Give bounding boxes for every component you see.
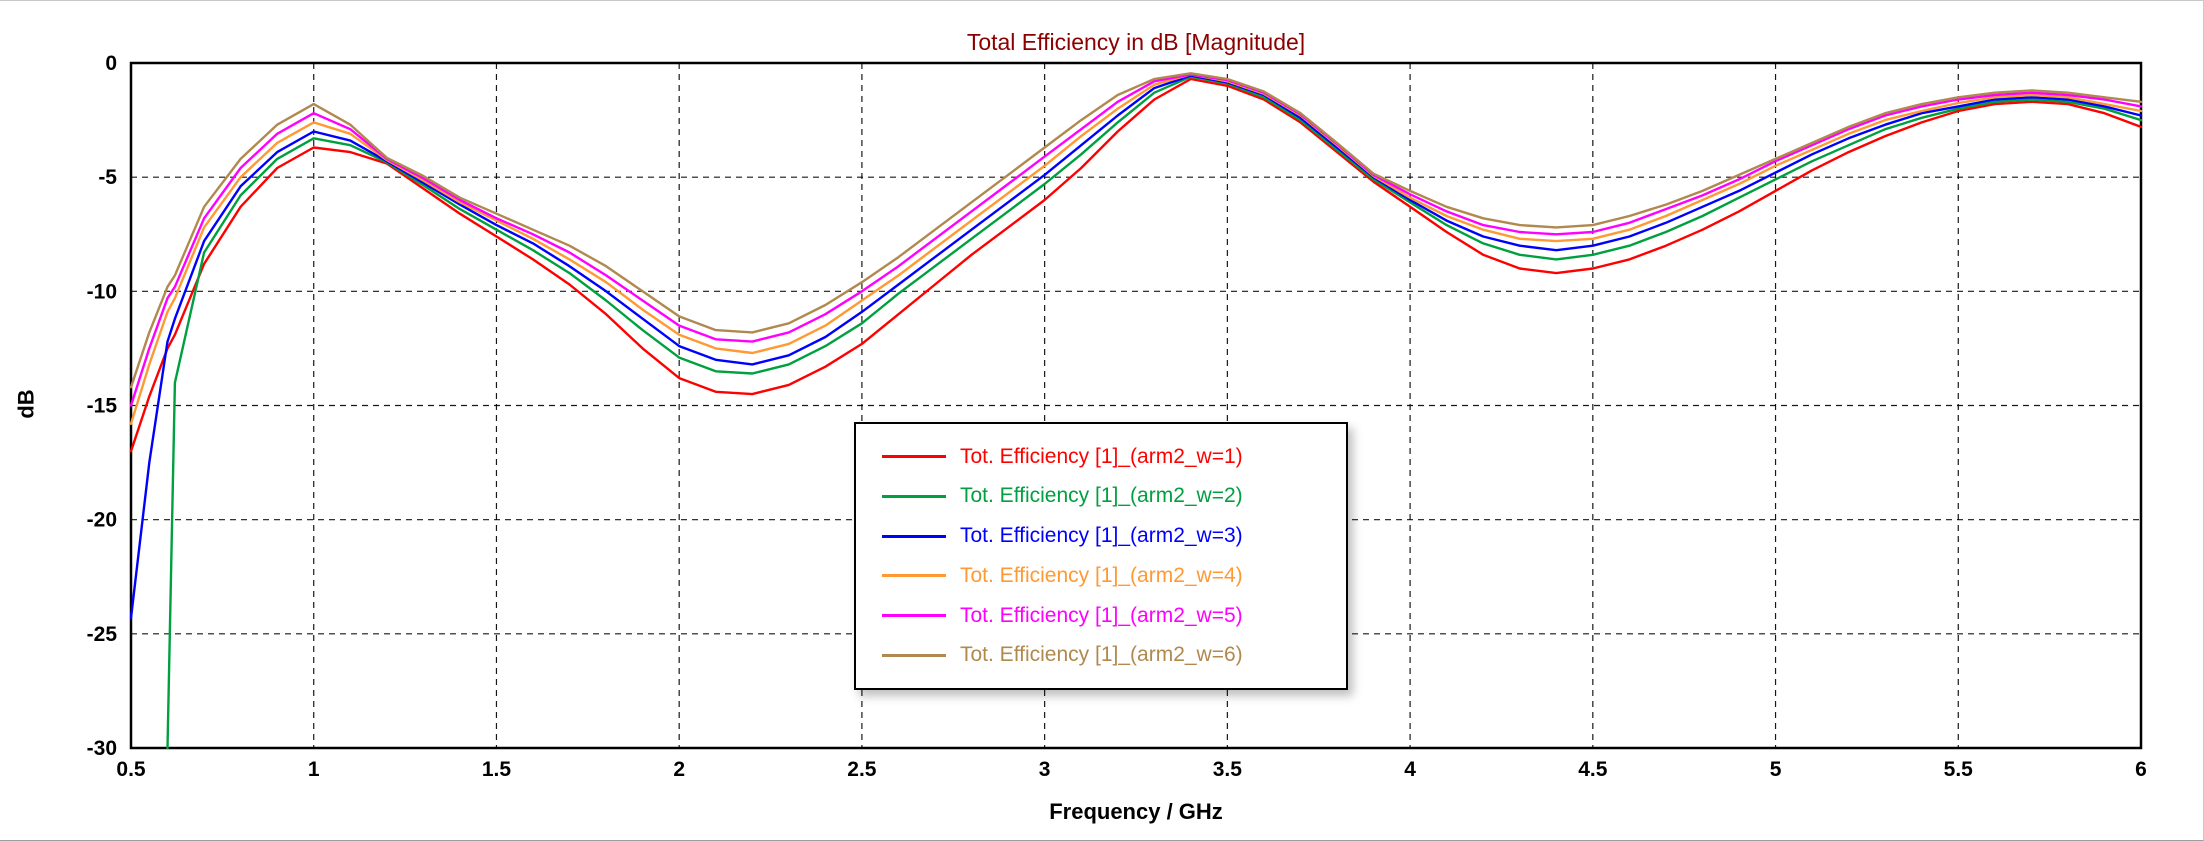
- x-tick-label: 3: [1039, 758, 1051, 781]
- series-curve-arm2-w1: [129, 77, 2143, 453]
- series-curve-arm2-w4: [129, 73, 2143, 425]
- x-tick-label: 6: [2135, 758, 2147, 781]
- legend-box[interactable]: Tot. Efficiency [1]_(arm2_w=1) Tot. Effic…: [854, 422, 1348, 690]
- x-tick-label: 2: [673, 758, 685, 781]
- x-tick-label: 3.5: [1213, 758, 1243, 781]
- x-tick-label: 5.5: [1944, 758, 1974, 781]
- chart-title: Total Efficiency in dB [Magnitude]: [966, 29, 1306, 55]
- y-tick-label: -25: [87, 623, 118, 646]
- legend-item[interactable]: Tot. Efficiency [1]_(arm2_w=5): [856, 604, 1346, 628]
- y-axis-label: dB: [13, 389, 39, 419]
- x-tick-label: 4: [1404, 758, 1416, 781]
- legend-item[interactable]: Tot. Efficiency [1]_(arm2_w=4): [856, 564, 1346, 588]
- legend-item[interactable]: Tot. Efficiency [1]_(arm2_w=1): [856, 445, 1346, 469]
- y-tick-label: -20: [87, 509, 117, 532]
- legend-label: Tot. Efficiency [1]_(arm2_w=6): [960, 643, 1243, 667]
- legend-line-sample: [882, 614, 946, 618]
- x-tick-label: 2.5: [847, 758, 877, 781]
- legend-label: Tot. Efficiency [1]_(arm2_w=4): [960, 563, 1243, 587]
- legend-item[interactable]: Tot. Efficiency [1]_(arm2_w=3): [856, 524, 1346, 548]
- legend-label: Tot. Efficiency [1]_(arm2_w=3): [960, 524, 1243, 548]
- y-tick-label: -15: [87, 395, 118, 418]
- y-tick-label: -5: [98, 166, 117, 189]
- legend-label: Tot. Efficiency [1]_(arm2_w=5): [960, 603, 1243, 627]
- x-tick-label: 5: [1770, 758, 1782, 781]
- x-tick-label: 1.5: [482, 758, 512, 781]
- series-curve-arm2-w3: [129, 74, 2143, 620]
- legend-line-sample: [882, 534, 946, 538]
- x-axis-label: Frequency / GHz: [1049, 799, 1223, 824]
- x-tick-label: 1: [308, 758, 320, 781]
- legend-line-sample: [882, 455, 946, 459]
- legend-item[interactable]: Tot. Efficiency [1]_(arm2_w=6): [856, 643, 1346, 667]
- y-tick-label: 0: [105, 52, 117, 75]
- x-tick-label: 0.5: [116, 758, 146, 781]
- legend-item[interactable]: Tot. Efficiency [1]_(arm2_w=2): [856, 484, 1346, 508]
- legend-line-sample: [882, 494, 946, 498]
- legend-line-sample: [882, 574, 946, 578]
- legend-label: Tot. Efficiency [1]_(arm2_w=1): [960, 444, 1243, 468]
- y-tick-label: -30: [87, 737, 117, 760]
- series-curve-arm2-w5: [129, 73, 2143, 407]
- series-curve-arm2-w2: [166, 75, 2143, 750]
- legend-label: Tot. Efficiency [1]_(arm2_w=2): [960, 484, 1243, 508]
- x-tick-label: 4.5: [1578, 758, 1608, 781]
- series-curve-arm2-w6: [129, 72, 2143, 389]
- legend-line-sample: [882, 653, 946, 657]
- y-tick-label: -10: [87, 280, 117, 303]
